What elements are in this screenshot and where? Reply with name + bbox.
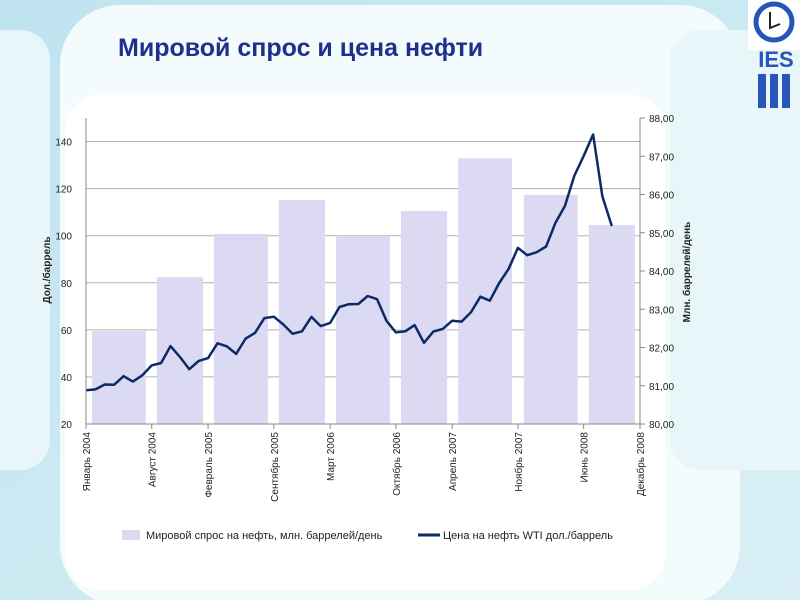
y-tick-label: 80 (61, 279, 73, 290)
bar (278, 199, 326, 424)
logo-bar (770, 74, 778, 108)
y2-tick-label: 85,00 (649, 229, 674, 240)
bar (588, 225, 635, 424)
logo-glyph (769, 12, 781, 30)
y-tick-label: 100 (55, 232, 72, 243)
logo-ring (753, 1, 795, 43)
side-shape (0, 30, 50, 470)
y2-tick-label: 80,00 (649, 420, 674, 431)
x-tick-label: Сентябрь 2005 (269, 432, 281, 502)
x-tick-label: Февраль 2005 (204, 432, 215, 498)
x-tick-label: Ноябрь 2007 (513, 432, 525, 492)
bar (523, 194, 578, 424)
y-tick-label: 40 (61, 373, 73, 384)
slide-title: Мировой спрос и цена нефти (118, 34, 483, 62)
logo-bar (782, 74, 790, 108)
y2-tick-label: 81,00 (649, 382, 674, 393)
bar (458, 158, 513, 424)
y-tick-label: 140 (55, 138, 72, 149)
y2-tick-label: 83,00 (649, 305, 674, 316)
y2-tick-label: 86,00 (649, 191, 674, 202)
bar (336, 235, 390, 424)
legend-label: Мировой спрос на нефть, млн. баррелей/де… (146, 530, 383, 542)
bar (213, 233, 268, 424)
legend-swatch (122, 530, 140, 540)
logo: IES (748, 0, 800, 108)
y-axis-title: Дол./баррель (41, 236, 53, 303)
price-line (85, 133, 613, 392)
y2-tick-label: 87,00 (649, 152, 674, 163)
y2-tick-label: 84,00 (649, 267, 674, 278)
bar (156, 277, 203, 424)
x-tick-label: Январь 2004 (82, 432, 93, 492)
x-tick-label: Июнь 2008 (580, 432, 591, 483)
x-tick-label: Апрель 2007 (448, 432, 459, 491)
y-tick-label: 60 (61, 326, 73, 337)
x-tick-label: Март 2006 (326, 432, 337, 481)
y2-axis-title: Млн. баррелей/день (681, 222, 693, 323)
side-shape (670, 30, 800, 470)
x-tick-label: Декабрь 2008 (635, 432, 647, 496)
y2-tick-label: 88,00 (649, 114, 674, 125)
y-tick-label: 20 (61, 420, 73, 431)
x-tick-label: Октябрь 2006 (391, 432, 403, 496)
y2-tick-label: 82,00 (649, 344, 674, 355)
x-tick-label: Август 2004 (148, 432, 159, 488)
chart: 20 40 60 80 100 120 140 80,00 81,00 82,00 83,00 84,… (41, 114, 693, 542)
logo-bar (758, 74, 766, 108)
legend-label: Цена на нефть WTI дол./баррель (443, 530, 613, 542)
logo-text: IES (758, 47, 793, 72)
y-tick-label: 120 (55, 185, 72, 196)
bar (400, 210, 448, 424)
